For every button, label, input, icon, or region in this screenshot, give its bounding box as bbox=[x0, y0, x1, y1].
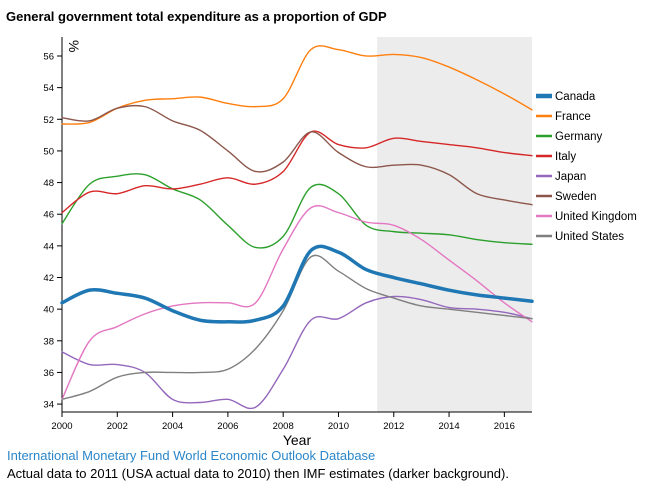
y-tick-label: 48 bbox=[43, 178, 54, 189]
y-tick-label: 36 bbox=[43, 368, 54, 379]
series-line-united-kingdom bbox=[61, 205, 533, 401]
y-axis: 34 36 38 40 42 44 46 48 50 52 54 56 bbox=[43, 37, 63, 412]
legend-label-united-kingdom: United Kingdom bbox=[555, 211, 637, 223]
x-tick-label: 2014 bbox=[438, 421, 459, 432]
x-tick-label: 2002 bbox=[107, 421, 128, 432]
caption: Actual data to 2011 (USA actual data to … bbox=[7, 466, 509, 481]
y-tick-label: 42 bbox=[43, 273, 54, 284]
x-tick-label: 2006 bbox=[217, 421, 238, 432]
y-tick-label: 56 bbox=[43, 51, 54, 62]
y-axis-unit-label: % bbox=[66, 40, 82, 52]
x-tick-label: 2008 bbox=[273, 421, 294, 432]
legend-label-germany: Germany bbox=[555, 131, 603, 143]
y-tick-label: 46 bbox=[43, 210, 54, 221]
chart-title: General government total expenditure as … bbox=[6, 9, 387, 24]
y-tick-label: 38 bbox=[43, 336, 54, 347]
y-tick-label: 50 bbox=[43, 146, 54, 157]
y-tick-label: 34 bbox=[43, 400, 54, 411]
y-tick-label: 52 bbox=[43, 115, 54, 126]
source-link[interactable]: International Monetary Fund World Econom… bbox=[7, 448, 376, 463]
x-tick-label: 2010 bbox=[328, 421, 349, 432]
series-line-italy bbox=[61, 130, 533, 214]
series-line-germany bbox=[61, 173, 533, 249]
y-tick-label: 40 bbox=[43, 305, 54, 316]
series-layer bbox=[60, 45, 534, 410]
series-line-canada bbox=[60, 244, 534, 324]
x-tick-label: 2016 bbox=[494, 421, 515, 432]
estimate-region-shading bbox=[377, 37, 532, 412]
legend-label-united-states: United States bbox=[555, 231, 624, 243]
x-axis-title: Year bbox=[283, 432, 312, 448]
legend-label-japan: Japan bbox=[555, 171, 586, 183]
legend-label-france: France bbox=[555, 111, 591, 123]
series-line-france bbox=[61, 45, 533, 125]
legend-label-italy: Italy bbox=[555, 151, 576, 163]
x-tick-label: 2004 bbox=[162, 421, 183, 432]
legend-label-sweden: Sweden bbox=[555, 191, 597, 203]
series-line-japan bbox=[61, 295, 533, 410]
series-line-sweden bbox=[61, 104, 533, 206]
x-axis: 2000 2002 2004 2006 2008 2010 2012 2014 2016 bbox=[51, 411, 532, 432]
x-tick-label: 2012 bbox=[383, 421, 404, 432]
y-tick-label: 44 bbox=[43, 241, 54, 252]
x-tick-label: 2000 bbox=[51, 421, 72, 432]
y-tick-label: 54 bbox=[43, 83, 54, 94]
legend-label-canada: Canada bbox=[555, 91, 596, 103]
legend: Canada France Germany Italy Japan Sweden Unite… bbox=[536, 91, 637, 243]
